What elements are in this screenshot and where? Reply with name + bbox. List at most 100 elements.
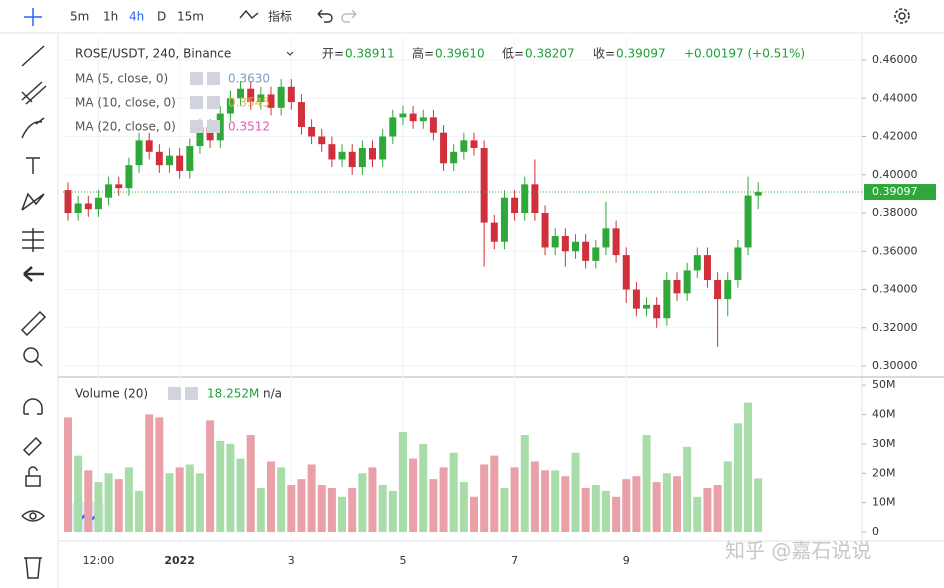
candle-body [460, 140, 468, 152]
close-icon[interactable] [207, 120, 220, 133]
volume-extra: n/a [263, 387, 282, 401]
interval[interactable]: D [157, 10, 166, 24]
volume-bar [673, 476, 681, 533]
crosshair-icon[interactable] [24, 8, 42, 26]
volume-bar [145, 414, 154, 533]
candle-body [541, 213, 549, 248]
volume-bar [530, 461, 539, 533]
settings-icon[interactable] [894, 8, 910, 24]
candle-body [399, 113, 407, 118]
candle-body [115, 184, 123, 189]
ma-value: 0.3512 [228, 120, 270, 134]
candle-body [277, 86, 285, 108]
volume-bar [693, 496, 702, 533]
candle-body [247, 88, 255, 103]
symbol-dropdown[interactable] [286, 51, 294, 56]
settings-icon-center [898, 12, 906, 20]
volume-bar [591, 485, 600, 533]
close-icon[interactable] [207, 96, 220, 109]
volume-bar [652, 482, 661, 533]
y-tick-label: 0.46000 [872, 53, 918, 66]
candle-body [734, 247, 742, 280]
ohlc-value: 0.38911 [345, 47, 395, 61]
volume-bar [206, 420, 215, 533]
candle-body [551, 235, 559, 248]
volume-bar [601, 490, 610, 533]
volume-bar [439, 467, 448, 533]
candle-body [632, 289, 640, 309]
volume-bar [662, 473, 671, 533]
ohlc-value: 0.39097 [616, 47, 666, 61]
eye-icon[interactable] [190, 72, 203, 85]
volume-bar [459, 482, 468, 533]
volume-bar [754, 478, 763, 533]
interval[interactable]: 1h [103, 10, 118, 24]
volume-bar [571, 452, 580, 533]
interval[interactable]: 5m [70, 10, 89, 24]
candle-body [653, 304, 661, 319]
volume-bar [490, 455, 499, 533]
watermark: 知乎 @嘉石说说 [725, 539, 871, 563]
indicator-icon[interactable] [239, 9, 259, 19]
volume-bar [744, 402, 753, 533]
interval-active[interactable]: 4h [129, 10, 144, 24]
y-tick-label: 0.42000 [872, 130, 918, 143]
candle-body [663, 279, 671, 319]
close-icon[interactable] [185, 387, 198, 400]
candle-body [379, 136, 387, 160]
candle-body [267, 94, 275, 108]
volume-bar [185, 464, 194, 533]
candle-body [612, 228, 620, 256]
volume-bar [338, 496, 347, 533]
y-tick-label: 0.38000 [872, 206, 918, 219]
ohlc-value: 0.39610 [435, 47, 485, 61]
volume-bar [723, 461, 732, 533]
volume-bar [175, 467, 184, 533]
volume-bar [642, 435, 651, 533]
eye-icon[interactable] [190, 120, 203, 133]
eye-icon[interactable] [168, 387, 181, 400]
ohlc-label: 收= [593, 47, 615, 61]
candle-body [531, 184, 539, 214]
candle-body [226, 98, 234, 114]
volume-bar [165, 473, 174, 533]
candle-body [358, 147, 366, 168]
candle-body [470, 140, 478, 148]
undo-icon[interactable] [317, 9, 333, 23]
candle-body [338, 151, 346, 160]
indicators-button[interactable]: 指标 [268, 9, 292, 24]
ma-name: MA (10, close, 0) [75, 96, 176, 110]
volume-bar [561, 476, 570, 533]
candle-body [369, 147, 376, 160]
candle-body [714, 279, 722, 300]
symbol: ROSE/USDT, 240, Binance [75, 47, 231, 61]
volume-bar [84, 470, 93, 533]
candle-body [683, 270, 691, 294]
y-tick-label: 0.40000 [872, 168, 918, 181]
volume-bar [246, 435, 255, 533]
volume-bar [256, 487, 265, 533]
volume-bar [216, 440, 225, 533]
candle-body [419, 117, 427, 122]
ohlc-label: 低= [502, 47, 524, 61]
candle-body [216, 113, 224, 141]
volume-bar [683, 446, 692, 533]
volume-bar [551, 470, 560, 533]
eye-icon[interactable] [190, 96, 203, 109]
y-tick-label: 0.32000 [872, 321, 918, 334]
ohlc-label: 开= [322, 47, 344, 61]
interval[interactable]: 15m [177, 10, 204, 24]
candle-body [94, 197, 102, 210]
candle-body [155, 151, 163, 166]
candle-body [297, 102, 305, 127]
volume-bar [470, 496, 478, 533]
y-tick-label: 50M [872, 378, 896, 391]
candle-body [166, 155, 173, 166]
candle-body [440, 132, 448, 164]
close-icon[interactable] [207, 72, 220, 85]
volume-bar [348, 487, 357, 533]
volume-bar [612, 496, 621, 533]
redo-icon[interactable] [341, 9, 357, 23]
volume-bar [124, 467, 133, 533]
drawing-tools[interactable] [20, 45, 47, 579]
